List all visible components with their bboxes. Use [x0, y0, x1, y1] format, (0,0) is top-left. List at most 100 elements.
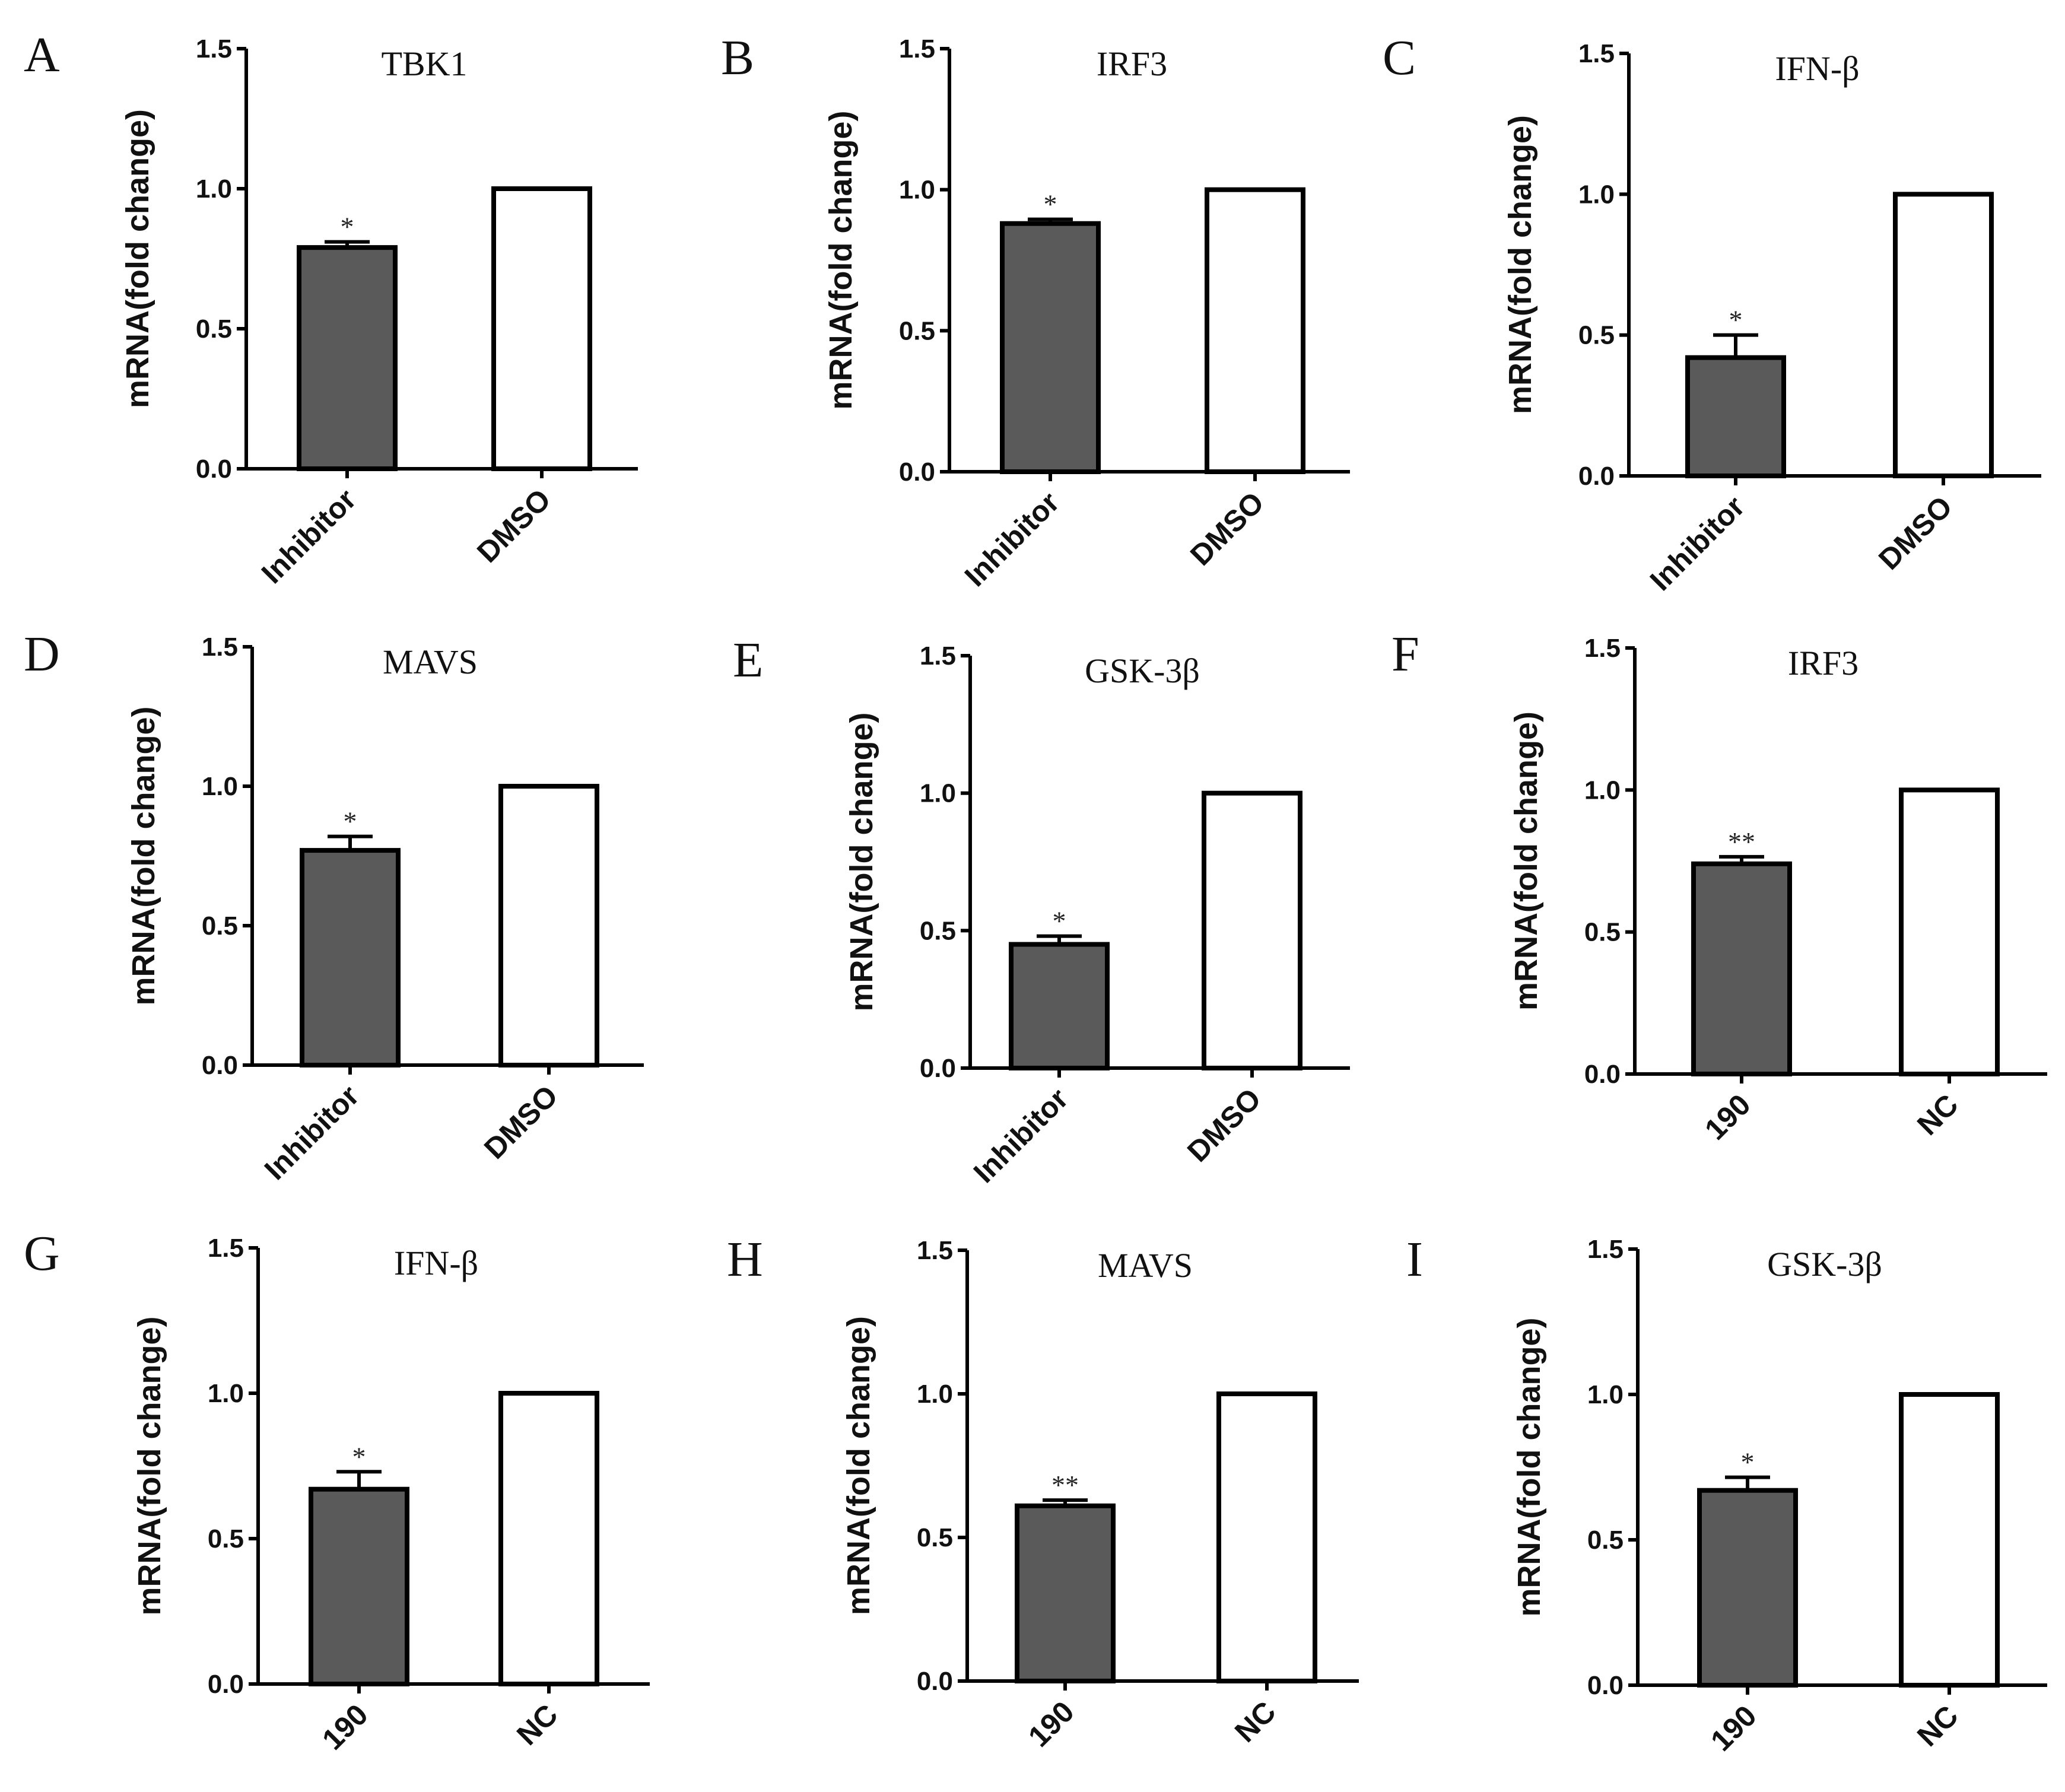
chart-title: GSK-3β [1085, 652, 1200, 690]
y-tick-label: 1.0 [202, 772, 238, 801]
chart-panel-i: I GSK-3β mRNA(fold change) 0.0 0.5 1.0 1.5 * 190… [1406, 1232, 2047, 1758]
y-tick-label: 1.0 [917, 1380, 953, 1409]
significance-label: ** [1728, 827, 1755, 857]
chart-panel-f: F IRF3 mRNA(fold change) 0.0 0.5 1.0 1.5 ** 190 N… [1392, 627, 2047, 1146]
x-tick-label: Inhibitor [1644, 490, 1751, 597]
y-tick-label: 1.0 [208, 1379, 244, 1408]
significance-label: ** [1051, 1470, 1079, 1500]
y-tick-label: 0.5 [196, 314, 232, 344]
chart-panel-d: D MAVS mRNA(fold change) 0.0 0.5 1.0 1.5 * Inhib… [24, 627, 644, 1186]
y-tick-label: 1.0 [1587, 1380, 1624, 1409]
panel-letter: C [1383, 30, 1416, 85]
x-tick-label: Inhibitor [958, 485, 1066, 593]
y-tick-label: 0.0 [917, 1667, 953, 1696]
panel-letter: F [1392, 627, 1419, 682]
x-tick-label: DMSO [1181, 1082, 1267, 1168]
y-tick-label: 0.0 [208, 1670, 244, 1699]
bar-nc [498, 1391, 599, 1686]
y-tick-label: 1.5 [208, 1234, 244, 1263]
chart-title: TBK1 [382, 45, 468, 83]
bar-inhibitor [1009, 942, 1110, 1070]
bar-dmso [498, 784, 599, 1067]
x-tick-label: Inhibitor [258, 1079, 366, 1186]
bar-inhibitor [297, 245, 398, 471]
panel-letter: B [721, 30, 754, 85]
chart-title: GSK-3β [1767, 1245, 1882, 1283]
significance-label: * [1044, 189, 1057, 220]
bar-nc [1899, 1392, 2000, 1688]
y-tick-label: 0.5 [202, 911, 238, 941]
bar-nc [1216, 1391, 1317, 1683]
y-tick-label: 0.0 [1587, 1671, 1624, 1700]
y-axis-label: mRNA(fold change) [1508, 711, 1544, 1011]
bar-190 [1691, 861, 1792, 1076]
y-tick-label: 1.5 [917, 1236, 953, 1265]
bar-190 [1015, 1503, 1116, 1683]
y-tick-label: 0.5 [917, 1523, 953, 1552]
x-tick-label: 190 [316, 1698, 374, 1756]
chart-panel-c: C IFN-β mRNA(fold change) 0.0 0.5 1.0 1.5 * Inhi… [1383, 30, 2041, 597]
y-tick-label: 1.5 [1584, 634, 1621, 663]
y-tick-label: 0.5 [1587, 1526, 1624, 1555]
y-tick-label: 1.5 [899, 34, 935, 63]
y-axis-label: mRNA(fold change) [841, 1316, 876, 1615]
significance-label: * [1053, 906, 1066, 936]
y-tick-label: 1.0 [1578, 180, 1615, 209]
bar-dmso [1893, 192, 1994, 478]
significance-label: * [341, 212, 354, 242]
significance-label: * [1741, 1447, 1755, 1478]
x-tick-label: 190 [1704, 1699, 1763, 1758]
significance-label: * [344, 806, 357, 837]
y-tick-label: 0.0 [1584, 1060, 1621, 1089]
y-tick-label: 1.0 [196, 174, 232, 204]
x-tick-label: DMSO [1184, 485, 1270, 572]
y-tick-label: 0.5 [920, 916, 956, 945]
panel-letter: I [1406, 1232, 1423, 1287]
chart-title: IFN-β [1775, 49, 1859, 88]
bar-dmso [491, 186, 592, 471]
panel-letter: D [24, 627, 60, 682]
y-tick-label: 1.5 [1587, 1235, 1624, 1264]
x-tick-label: DMSO [471, 482, 557, 569]
bar-nc [1899, 787, 2000, 1077]
chart-panel-a: A TBK1 mRNA(fold change) 0.0 0.5 1.0 1.5 * Inhib… [24, 27, 638, 590]
y-tick-label: 1.0 [899, 176, 935, 205]
y-tick-label: 1.5 [1578, 39, 1615, 68]
x-tick-label: DMSO [478, 1079, 564, 1165]
y-tick-label: 0.0 [202, 1051, 238, 1080]
y-tick-label: 0.0 [920, 1054, 956, 1083]
significance-label: * [352, 1441, 366, 1472]
panel-letter: H [727, 1232, 763, 1287]
y-tick-label: 1.5 [920, 641, 956, 671]
bar-190 [1697, 1488, 1798, 1688]
y-tick-label: 1.0 [920, 779, 956, 808]
x-tick-label: DMSO [1872, 490, 1959, 576]
chart-panel-b: B IRF3 mRNA(fold change) 0.0 0.5 1.0 1.5 * Inhib… [721, 30, 1350, 593]
y-axis-label: mRNA(fold change) [844, 713, 879, 1012]
x-tick-label: NC [1911, 1699, 1965, 1753]
y-tick-label: 0.5 [1584, 918, 1621, 947]
y-tick-label: 1.0 [1584, 776, 1621, 805]
y-axis-label: mRNA(fold change) [126, 707, 161, 1006]
bar-dmso [1205, 187, 1305, 474]
chart-panel-e: E GSK-3β mRNA(fold change) 0.0 0.5 1.0 1.5 * Inh… [733, 633, 1350, 1189]
x-tick-label: Inhibitor [255, 482, 363, 590]
bar-inhibitor [1685, 355, 1786, 479]
y-tick-label: 0.0 [899, 457, 935, 487]
panel-letter: G [24, 1226, 60, 1281]
y-axis-label: mRNA(fold change) [132, 1317, 167, 1616]
y-tick-label: 0.5 [899, 316, 935, 345]
x-tick-label: 190 [1022, 1695, 1081, 1753]
y-tick-label: 0.0 [1578, 462, 1615, 491]
panel-letter: A [24, 27, 60, 82]
chart-panel-g: G IFN-β mRNA(fold change) 0.0 0.5 1.0 1.5 * 190 N… [24, 1226, 650, 1756]
chart-title: MAVS [383, 643, 478, 681]
chart-title: IRF3 [1788, 644, 1858, 682]
bar-inhibitor [300, 848, 401, 1067]
panel-letter: E [733, 633, 763, 688]
y-axis-label: mRNA(fold change) [1511, 1318, 1547, 1617]
x-tick-label: Inhibitor [967, 1082, 1075, 1189]
y-tick-label: 0.0 [196, 455, 232, 484]
significance-label: * [1729, 305, 1743, 335]
